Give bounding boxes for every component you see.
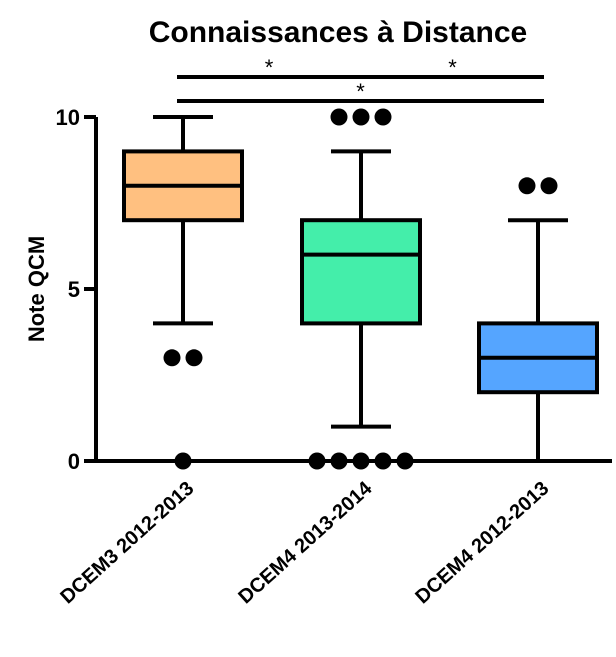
x-tick-labels: DCEM3 2012-2013 DCEM4 2013-2014 DCEM4 2012… — [56, 477, 553, 608]
box-iqr — [300, 218, 422, 326]
outlier-point — [518, 177, 536, 195]
significance-brackets: * * * — [177, 55, 544, 104]
outlier-point — [308, 452, 326, 470]
outlier-point — [540, 177, 558, 195]
outlier-point — [374, 452, 392, 470]
significance-label: * — [356, 79, 365, 104]
x-tick-label: DCEM4 2012-2013 — [411, 477, 553, 608]
x-tick-label: DCEM3 2012-2013 — [56, 477, 198, 608]
outlier-point — [396, 452, 414, 470]
significance-label: * — [448, 55, 457, 80]
y-axis-label: Note QCM — [24, 236, 49, 342]
outlier-point — [352, 452, 370, 470]
y-tick-label: 0 — [68, 449, 80, 474]
outlier-point — [330, 452, 348, 470]
box-group — [122, 115, 244, 470]
outlier-point — [352, 108, 370, 126]
outlier-point — [174, 452, 192, 470]
box-group — [300, 108, 422, 470]
outlier-point — [330, 108, 348, 126]
x-tick-label: DCEM4 2013-2014 — [234, 477, 377, 608]
boxes — [122, 108, 599, 470]
outlier-point — [185, 349, 203, 367]
outlier-point — [163, 349, 181, 367]
chart-title: Connaissances à Distance — [149, 16, 528, 49]
box-group — [477, 177, 599, 463]
significance-label: * — [265, 55, 274, 80]
y-tick-label: 10 — [56, 105, 80, 130]
outlier-point — [374, 108, 392, 126]
y-tick-label: 5 — [68, 277, 80, 302]
